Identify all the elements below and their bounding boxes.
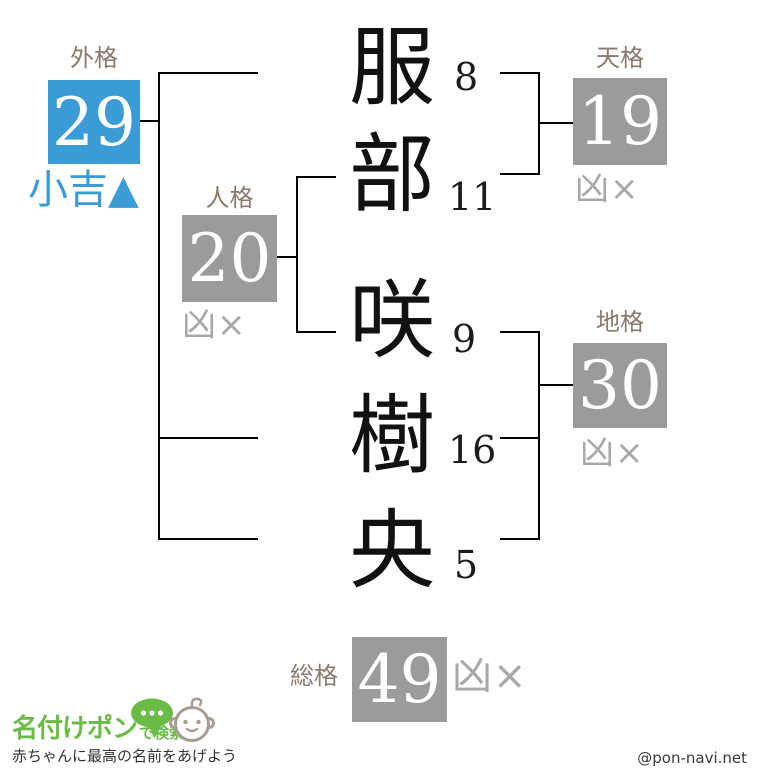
logo-mark — [131, 697, 215, 742]
gaikaku-tick-top — [158, 72, 258, 74]
tenkaku-bracket-vertical — [538, 72, 540, 175]
chikaku-box-connector — [540, 384, 573, 386]
jinkaku-tick-bottom — [296, 331, 336, 333]
stroke-count-4: 16 — [448, 428, 497, 472]
logo-main-text: 名付けポン — [12, 714, 138, 744]
name-char-4: 樹 — [349, 386, 435, 486]
name-char-3: 咲 — [349, 271, 435, 371]
tenkaku-fortune: 凶× — [575, 169, 640, 209]
name-char-1: 服 — [349, 18, 435, 118]
chikaku-tick-top — [500, 331, 540, 333]
jinkaku-bracket-vertical — [296, 176, 298, 333]
chikaku-label: 地格 — [596, 308, 644, 336]
chikaku-tick-middle — [500, 437, 540, 439]
gaikaku-label: 外格 — [70, 44, 118, 72]
chikaku-value-box: 30 — [573, 343, 667, 428]
chikaku-fortune: 凶× — [580, 433, 645, 473]
tenkaku-tick-bottom — [500, 173, 540, 175]
logo-tagline: 赤ちゃんに最高の名前をあげよう — [12, 747, 238, 765]
soukaku-fortune: 凶× — [452, 653, 528, 699]
stroke-count-3: 9 — [452, 317, 477, 361]
stroke-count-2: 11 — [448, 175, 497, 219]
chikaku-bracket-vertical — [538, 331, 540, 540]
stroke-count-1: 8 — [454, 55, 479, 99]
gaikaku-value-box: 29 — [48, 80, 140, 164]
gaikaku-tick-middle — [158, 437, 258, 439]
chikaku-tick-bottom — [500, 538, 540, 540]
speech-bubble-icon — [131, 698, 173, 738]
tenkaku-box-connector — [540, 122, 573, 124]
soukaku-value-box: 49 — [352, 637, 447, 722]
baby-face-icon — [169, 697, 215, 742]
site-credit: @pon-navi.net — [637, 749, 747, 767]
stroke-count-5: 5 — [454, 543, 479, 587]
soukaku-label: 総格 — [290, 662, 338, 690]
gaikaku-box-connector — [140, 120, 158, 122]
jinkaku-tick-top — [296, 176, 336, 178]
gaikaku-bracket-vertical — [158, 72, 160, 540]
jinkaku-value-box: 20 — [182, 215, 277, 302]
name-char-2: 部 — [349, 125, 435, 225]
name-char-5: 央 — [349, 501, 435, 601]
gaikaku-tick-bottom — [158, 538, 258, 540]
jinkaku-label: 人格 — [205, 184, 254, 212]
gaikaku-fortune: 小吉▲ — [28, 167, 139, 213]
logo-text: 名付けポン で検索 — [12, 716, 184, 742]
tenkaku-label: 天格 — [596, 44, 644, 72]
tenkaku-tick-top — [500, 72, 540, 74]
jinkaku-fortune: 凶× — [182, 305, 247, 345]
jinkaku-box-connector — [277, 256, 296, 258]
tenkaku-value-box: 19 — [573, 78, 667, 165]
